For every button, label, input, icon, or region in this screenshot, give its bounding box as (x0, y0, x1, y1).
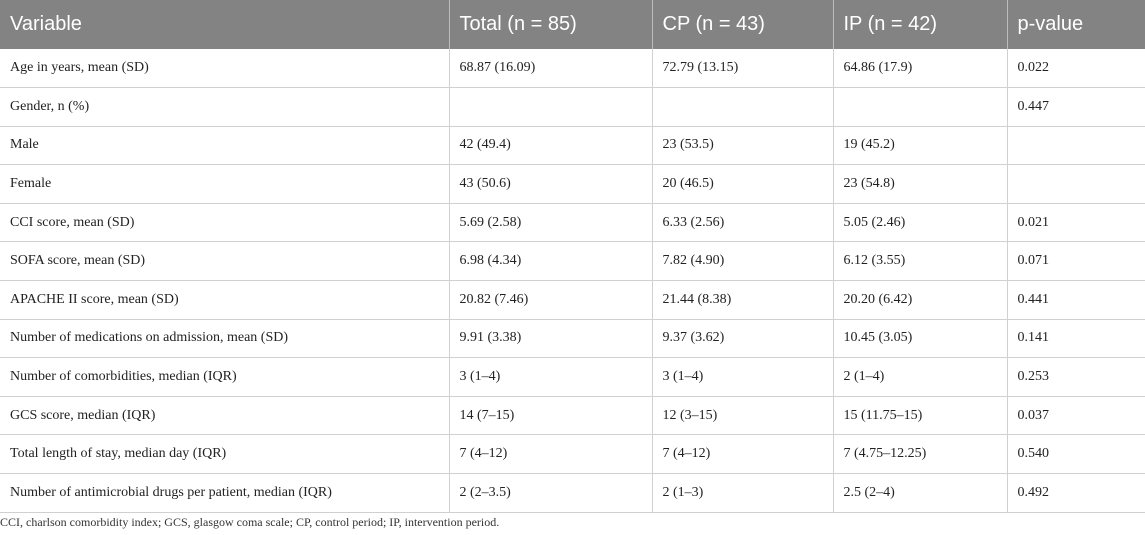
table-body: Age in years, mean (SD) 68.87 (16.09) 72.7… (0, 49, 1145, 513)
cp-cell: 21.44 (8.38) (651, 280, 833, 320)
ip-cell (832, 87, 1007, 127)
ip-cell: 10.45 (3.05) (832, 319, 1007, 359)
variable-cell: APACHE II score, mean (SD) (0, 280, 449, 320)
ip-cell: 23 (54.8) (832, 164, 1007, 204)
cp-cell: 3 (1–4) (651, 357, 833, 397)
table-header: Variable Total (n = 85) CP (n = 43) IP (… (0, 0, 1145, 49)
table-footnote: CCI, charlson comorbidity index; GCS, gl… (0, 515, 500, 529)
variable-cell: GCS score, median (IQR) (0, 396, 449, 436)
table-row: Gender, n (%) 0.447 (0, 87, 1145, 127)
total-cell: 43 (50.6) (448, 164, 652, 204)
cp-cell: 7.82 (4.90) (651, 241, 833, 282)
table-row: Total length of stay, median day (IQR) 7 … (0, 434, 1145, 475)
header-cp: CP (n = 43) (651, 0, 833, 49)
table-row: APACHE II score, mean (SD) 20.82 (7.46) 21… (0, 280, 1145, 320)
total-cell: 2 (2–3.5) (448, 473, 652, 513)
header-ip: IP (n = 42) (832, 0, 1007, 49)
table-row: GCS score, median (IQR) 14 (7–15) 12 (3–15… (0, 396, 1145, 436)
variable-cell: Female (0, 164, 449, 204)
ip-cell: 2 (1–4) (832, 357, 1007, 397)
table-row: Male 42 (49.4) 23 (53.5) 19 (45.2) (0, 126, 1145, 166)
ip-cell: 15 (11.75–15) (832, 396, 1007, 436)
ip-cell: 6.12 (3.55) (832, 241, 1007, 282)
variable-cell: SOFA score, mean (SD) (0, 241, 449, 282)
variable-cell: Number of antimicrobial drugs per patien… (0, 473, 449, 513)
variable-cell: Total length of stay, median day (IQR) (0, 434, 449, 475)
table-row: Number of antimicrobial drugs per patien… (0, 473, 1145, 513)
total-cell (448, 87, 652, 127)
total-cell: 3 (1–4) (448, 357, 652, 397)
table-row: SOFA score, mean (SD) 6.98 (4.34) 7.82 (4.… (0, 241, 1145, 282)
table-row: Number of comorbidities, median (IQR) 3 (… (0, 357, 1145, 397)
variable-cell: Number of medications on admission, mean… (0, 319, 449, 359)
p-value-cell: 0.540 (1006, 434, 1145, 475)
p-value-cell: 0.071 (1006, 241, 1145, 282)
cp-cell: 6.33 (2.56) (651, 203, 833, 243)
total-cell: 14 (7–15) (448, 396, 652, 436)
variable-cell: Gender, n (%) (0, 87, 449, 127)
p-value-cell: 0.022 (1006, 49, 1145, 89)
total-cell: 9.91 (3.38) (448, 319, 652, 359)
p-value-cell: 0.253 (1006, 357, 1145, 397)
p-value-cell (1006, 164, 1145, 204)
ip-cell: 20.20 (6.42) (832, 280, 1007, 320)
table-row: Age in years, mean (SD) 68.87 (16.09) 72.7… (0, 49, 1145, 89)
cp-cell: 12 (3–15) (651, 396, 833, 436)
cp-cell: 7 (4–12) (651, 434, 833, 475)
clinical-characteristics-table: Variable Total (n = 85) CP (n = 43) IP (… (0, 0, 1145, 513)
header-row: Variable Total (n = 85) CP (n = 43) IP (… (0, 0, 1145, 49)
p-value-cell: 0.492 (1006, 473, 1145, 513)
p-value-cell (1006, 126, 1145, 166)
ip-cell: 64.86 (17.9) (832, 49, 1007, 89)
cp-cell: 2 (1–3) (651, 473, 833, 513)
total-cell: 7 (4–12) (448, 434, 652, 475)
total-cell: 42 (49.4) (448, 126, 652, 166)
table-row: Number of medications on admission, mean… (0, 319, 1145, 359)
variable-cell: Age in years, mean (SD) (0, 49, 449, 89)
table-row: Female 43 (50.6) 20 (46.5) 23 (54.8) (0, 164, 1145, 204)
variable-cell: Number of comorbidities, median (IQR) (0, 357, 449, 397)
header-p-value: p-value (1006, 0, 1145, 49)
total-cell: 20.82 (7.46) (448, 280, 652, 320)
p-value-cell: 0.447 (1006, 87, 1145, 127)
table-row: CCI score, mean (SD) 5.69 (2.58) 6.33 (2.5… (0, 203, 1145, 243)
p-value-cell: 0.441 (1006, 280, 1145, 320)
total-cell: 5.69 (2.58) (448, 203, 652, 243)
cp-cell: 9.37 (3.62) (651, 319, 833, 359)
total-cell: 6.98 (4.34) (448, 241, 652, 282)
p-value-cell: 0.141 (1006, 319, 1145, 359)
cp-cell (651, 87, 833, 127)
cp-cell: 23 (53.5) (651, 126, 833, 166)
ip-cell: 5.05 (2.46) (832, 203, 1007, 243)
variable-cell: Male (0, 126, 449, 166)
cp-cell: 20 (46.5) (651, 164, 833, 204)
p-value-cell: 0.021 (1006, 203, 1145, 243)
header-total: Total (n = 85) (448, 0, 652, 49)
p-value-cell: 0.037 (1006, 396, 1145, 436)
cp-cell: 72.79 (13.15) (651, 49, 833, 89)
header-variable: Variable (10, 13, 82, 35)
variable-cell: CCI score, mean (SD) (0, 203, 449, 243)
total-cell: 68.87 (16.09) (448, 49, 652, 89)
ip-cell: 2.5 (2–4) (832, 473, 1007, 513)
ip-cell: 19 (45.2) (832, 126, 1007, 166)
ip-cell: 7 (4.75–12.25) (832, 434, 1007, 475)
